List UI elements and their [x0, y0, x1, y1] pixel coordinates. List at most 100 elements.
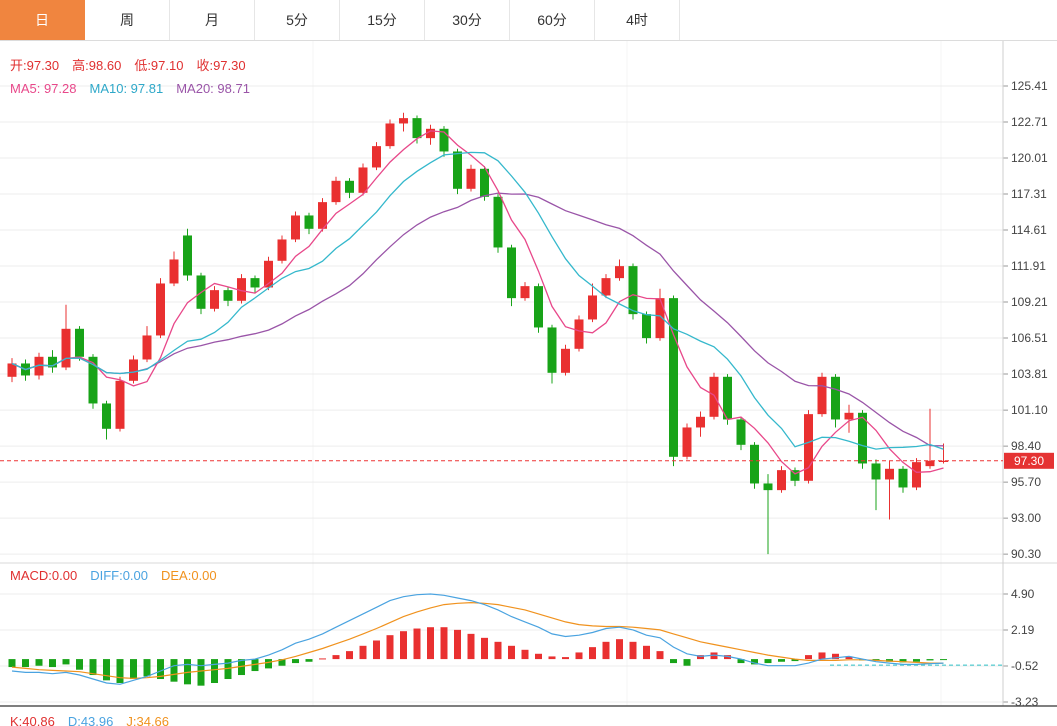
- macd-bar: [224, 659, 232, 680]
- candle: [223, 290, 233, 301]
- tab-5min[interactable]: 5分: [255, 0, 340, 40]
- macd-bar: [926, 659, 934, 661]
- ma10-line: [11, 151, 944, 450]
- macd-bar: [251, 659, 259, 672]
- macd-bar: [643, 645, 650, 660]
- axis-label: 106.51: [1011, 331, 1048, 345]
- chart-area[interactable]: 125.41 122.71 120.01 117.31 114.61 111.91 109.…: [0, 41, 1057, 726]
- candle: [682, 427, 692, 457]
- macd-bar: [791, 659, 799, 662]
- candle: [129, 359, 138, 381]
- macd-bar: [697, 655, 704, 660]
- macd-bar: [22, 659, 29, 668]
- macd-bar: [35, 659, 43, 666]
- axis-label: 4.90: [1011, 587, 1035, 601]
- kdj-legend: K:40.86 D:43.96 J:34.66: [10, 714, 182, 726]
- candle: [628, 266, 638, 315]
- candle: [534, 286, 543, 328]
- macd-bar: [8, 659, 16, 668]
- ma5-line: [11, 130, 944, 475]
- candle: [7, 363, 17, 377]
- macd-bar: [359, 645, 367, 660]
- candle: [75, 328, 84, 357]
- macd-bar: [589, 647, 596, 660]
- diff-line: [11, 593, 944, 685]
- candle: [169, 259, 179, 284]
- macd-bar: [913, 659, 920, 662]
- candle: [277, 239, 287, 261]
- macd-value: MACD:0.00: [10, 568, 78, 583]
- tab-month[interactable]: 月: [170, 0, 255, 40]
- macd-bar: [724, 655, 731, 660]
- chart-canvas[interactable]: 125.41 122.71 120.01 117.31 114.61 111.91 109.…: [0, 41, 1057, 726]
- tab-15min[interactable]: 15分: [340, 0, 425, 40]
- macd-bar: [710, 652, 718, 660]
- axis-label: 114.61: [1011, 223, 1047, 237]
- candle: [831, 376, 840, 420]
- ohlc-legend: 开:97.30 高:98.60 低:97.10 收:97.30: [10, 55, 259, 74]
- candle: [763, 483, 773, 491]
- high-price: 高:98.60: [72, 58, 122, 73]
- macd-bar: [467, 633, 475, 660]
- candle: [237, 278, 246, 301]
- macd-bar: [494, 641, 502, 660]
- macd-bar: [400, 631, 407, 660]
- candle: [493, 196, 503, 248]
- candle: [183, 235, 192, 276]
- macd-bar: [265, 659, 272, 669]
- candle: [156, 283, 165, 336]
- macd-bar: [238, 659, 245, 676]
- tab-30min[interactable]: 30分: [425, 0, 510, 40]
- axis-label: 95.70: [1011, 475, 1041, 489]
- candle: [507, 247, 516, 299]
- candle: [777, 470, 786, 491]
- macd-bar: [805, 655, 812, 660]
- macd-legend: MACD:0.00 DIFF:0.00 DEA:0.00: [10, 568, 230, 583]
- axis-label: 101.10: [1011, 403, 1048, 417]
- candle: [61, 328, 71, 368]
- candle: [34, 356, 44, 376]
- macd-bar: [197, 659, 205, 686]
- candle: [480, 168, 489, 197]
- candle: [615, 266, 624, 279]
- macd-bar: [184, 659, 191, 685]
- candle: [858, 412, 867, 464]
- axis-label: -0.52: [1011, 659, 1039, 673]
- k-value: K:40.86: [10, 714, 55, 726]
- macd-bar: [170, 659, 178, 682]
- macd-bar: [845, 656, 853, 660]
- macd-bar: [818, 652, 826, 660]
- tab-4hour[interactable]: 4时: [595, 0, 680, 40]
- macd-bar: [521, 649, 529, 660]
- macd-bar: [508, 645, 515, 660]
- macd-bar: [899, 659, 907, 663]
- macd-bar: [292, 659, 299, 664]
- macd-bar: [76, 659, 83, 670]
- ma10-value: MA10: 97.81: [89, 81, 164, 96]
- candle: [898, 468, 908, 488]
- axis-label: 2.19: [1011, 623, 1035, 637]
- candle: [439, 128, 449, 152]
- tab-week[interactable]: 周: [85, 0, 170, 40]
- candle: [210, 290, 219, 309]
- macd-bar: [413, 628, 421, 660]
- macd-bar: [346, 651, 353, 660]
- macd-bar: [602, 641, 610, 660]
- axis-label: 98.40: [1011, 439, 1041, 453]
- macd-bar: [764, 659, 772, 664]
- candle: [790, 470, 800, 481]
- macd-bar: [548, 656, 556, 660]
- macd-bar: [103, 659, 110, 681]
- candle: [264, 260, 273, 288]
- macd-bar: [940, 659, 947, 661]
- axis-label: 103.81: [1011, 367, 1048, 381]
- ma5-value: MA5: 97.28: [10, 81, 77, 96]
- axis-label: 125.41: [1011, 79, 1048, 93]
- diff-value: DIFF:0.00: [90, 568, 148, 583]
- tab-60min[interactable]: 60分: [510, 0, 595, 40]
- tab-day[interactable]: 日: [0, 0, 85, 40]
- macd-bar: [575, 652, 583, 660]
- macd-bar: [332, 655, 340, 660]
- candle: [601, 278, 611, 296]
